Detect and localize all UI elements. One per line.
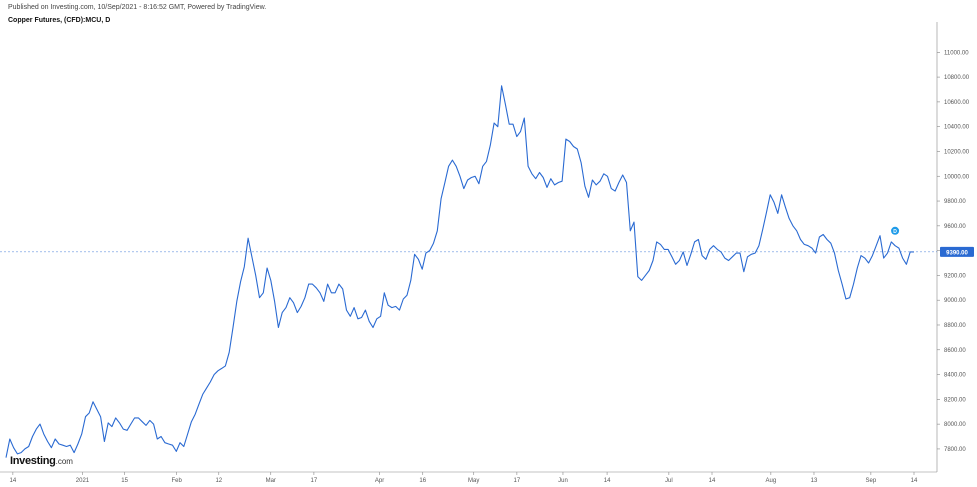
- y-tick-label: 9800.00: [944, 199, 966, 205]
- logo-brand: Investing: [10, 455, 56, 467]
- x-tick-label: Jun: [558, 478, 568, 484]
- x-tick-label: Mar: [266, 478, 276, 484]
- y-tick-label: 8000.00: [944, 422, 966, 428]
- price-series-line: [5, 85, 914, 458]
- y-tick-label: 7800.00: [944, 447, 966, 453]
- dividend-marker-label: D: [893, 229, 897, 235]
- chart-title: Copper Futures, (CFD):MCU, D: [8, 17, 111, 24]
- x-tick-label: 14: [604, 478, 611, 484]
- y-tick-label: 10000.00: [944, 174, 970, 180]
- x-tick-label: 17: [311, 478, 318, 484]
- x-tick-label: 14: [709, 478, 716, 484]
- y-tick-label: 8400.00: [944, 373, 966, 379]
- x-tick-label: 13: [811, 478, 818, 484]
- y-tick-label: 11000.00: [944, 50, 969, 56]
- x-tick-label: 2021: [76, 478, 90, 484]
- x-tick-label: 17: [514, 478, 521, 484]
- x-tick-label: 12: [215, 478, 222, 484]
- y-tick-label: 10400.00: [944, 125, 970, 131]
- last-price-label: 9390.00: [946, 250, 968, 256]
- dividend-marker[interactable]: [891, 226, 900, 235]
- y-tick-label: 8800.00: [944, 323, 966, 329]
- x-tick-label: Apr: [375, 478, 384, 484]
- investing-logo: Investing.com: [10, 455, 73, 467]
- y-tick-label: 10600.00: [944, 100, 970, 106]
- x-tick-label: Aug: [765, 478, 776, 484]
- x-tick-label: Feb: [171, 478, 182, 484]
- y-tick-label: 8200.00: [944, 397, 966, 403]
- logo-domain: .com: [55, 457, 73, 466]
- x-tick-label: 16: [419, 478, 426, 484]
- y-tick-label: 9200.00: [944, 273, 966, 279]
- y-tick-label: 10200.00: [944, 149, 970, 155]
- x-tick-label: May: [468, 478, 479, 484]
- y-tick-label: 8600.00: [944, 348, 966, 354]
- y-tick-label: 9600.00: [944, 224, 966, 230]
- x-tick-label: 14: [911, 478, 918, 484]
- x-tick-label: 14: [10, 478, 17, 484]
- x-tick-label: Sep: [866, 478, 877, 484]
- published-caption: Published on Investing.com, 10/Sep/2021 …: [8, 4, 267, 11]
- y-tick-label: 9000.00: [944, 298, 966, 304]
- x-tick-label: Jul: [665, 478, 673, 484]
- last-price-badge: [940, 246, 974, 257]
- x-tick-label: 15: [121, 478, 128, 484]
- y-tick-label: 10800.00: [944, 75, 970, 81]
